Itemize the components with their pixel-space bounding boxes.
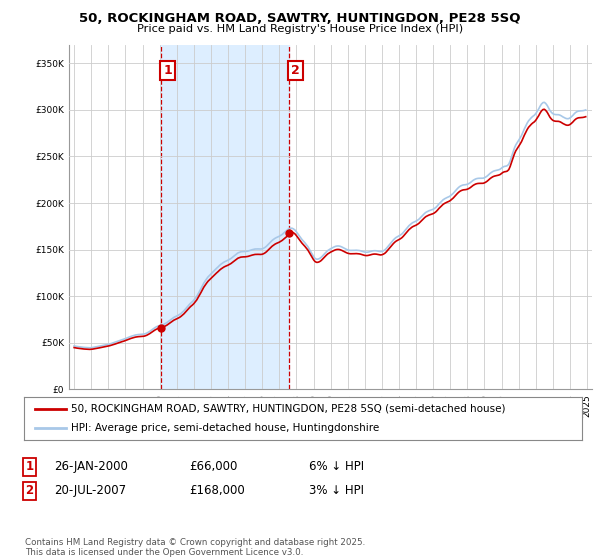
Text: 3% ↓ HPI: 3% ↓ HPI bbox=[309, 484, 364, 497]
Text: 26-JAN-2000: 26-JAN-2000 bbox=[54, 460, 128, 473]
Text: 50, ROCKINGHAM ROAD, SAWTRY, HUNTINGDON, PE28 5SQ: 50, ROCKINGHAM ROAD, SAWTRY, HUNTINGDON,… bbox=[79, 12, 521, 25]
Text: 20-JUL-2007: 20-JUL-2007 bbox=[54, 484, 126, 497]
Text: £168,000: £168,000 bbox=[189, 484, 245, 497]
Text: Price paid vs. HM Land Registry's House Price Index (HPI): Price paid vs. HM Land Registry's House … bbox=[137, 24, 463, 34]
Text: 2: 2 bbox=[291, 64, 300, 77]
Text: 1: 1 bbox=[25, 460, 34, 473]
Bar bbox=[161, 45, 289, 389]
Text: 1: 1 bbox=[163, 64, 172, 77]
Text: £66,000: £66,000 bbox=[189, 460, 238, 473]
Text: 6% ↓ HPI: 6% ↓ HPI bbox=[309, 460, 364, 473]
Text: Contains HM Land Registry data © Crown copyright and database right 2025.
This d: Contains HM Land Registry data © Crown c… bbox=[25, 538, 365, 557]
Text: HPI: Average price, semi-detached house, Huntingdonshire: HPI: Average price, semi-detached house,… bbox=[71, 423, 380, 433]
Text: 50, ROCKINGHAM ROAD, SAWTRY, HUNTINGDON, PE28 5SQ (semi-detached house): 50, ROCKINGHAM ROAD, SAWTRY, HUNTINGDON,… bbox=[71, 404, 506, 413]
Text: 2: 2 bbox=[25, 484, 34, 497]
